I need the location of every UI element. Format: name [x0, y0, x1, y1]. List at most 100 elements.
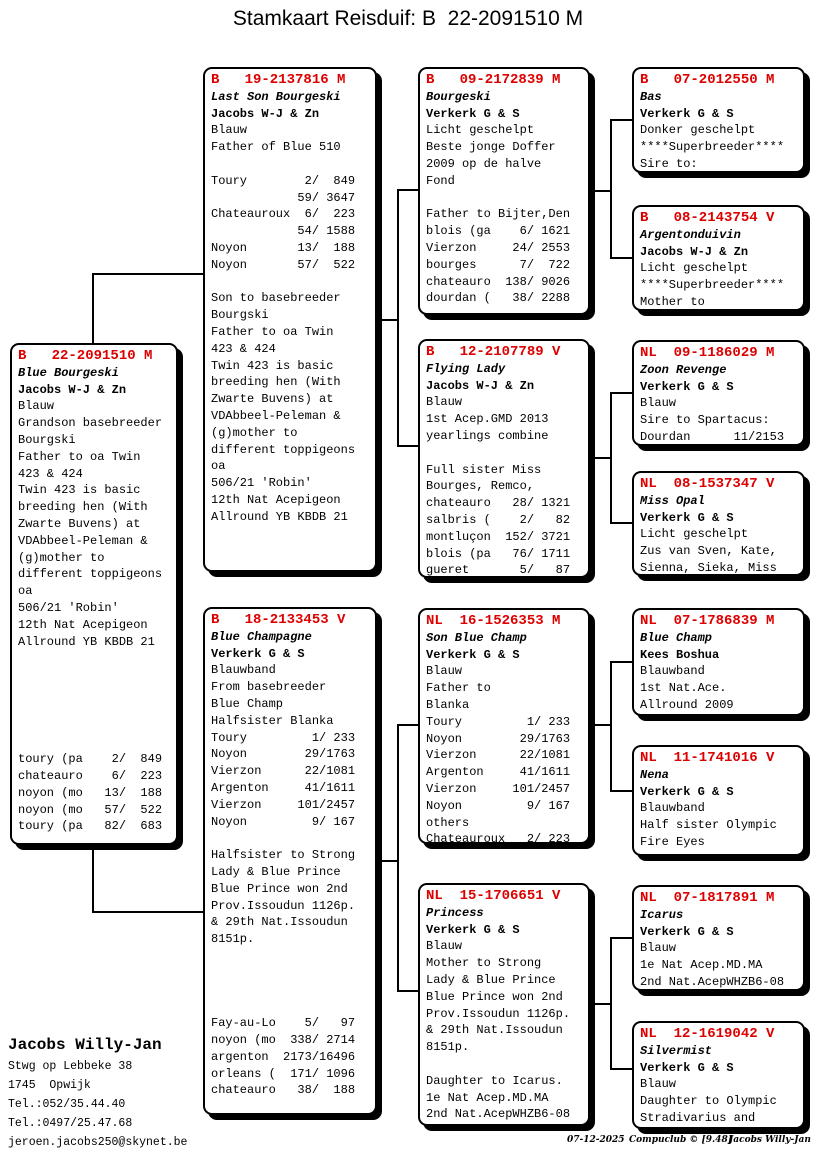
- connector-line: [397, 189, 418, 191]
- pigeon-name: Bas: [640, 89, 662, 104]
- pigeon-details: Donker geschelpt ****Superbreeder**** Si…: [640, 123, 785, 171]
- owner-name: Verkerk G & S: [640, 784, 734, 799]
- pigeon-details: Blauw Mother to Strong Lady & Blue Princ…: [426, 939, 571, 1122]
- ring-number: NL 11-1741016 V: [640, 750, 775, 766]
- owner-name: Jacobs W-J & Zn: [640, 244, 749, 259]
- ring-number: NL 07-1786839 M: [640, 613, 775, 629]
- pigeon-name: Blue Champagne: [211, 629, 312, 644]
- pigeon-name: Last Son Bourgeski: [211, 89, 341, 104]
- footer-date: 07-12-2025: [567, 1135, 625, 1145]
- ring-number: B 19-2137816 M: [211, 72, 346, 88]
- connector-line: [92, 911, 203, 913]
- pigeon-name: Blue Champ: [640, 630, 713, 645]
- owner-name: Verkerk G & S: [640, 510, 734, 525]
- pedigree-box-grandmother-paternal: B 12-2107789 V Flying Lady Jacobs W-J & …: [418, 339, 590, 578]
- owner-name: Jacobs W-J & Zn: [426, 378, 535, 393]
- pedigree-box-grandfather-maternal: NL 16-1526353 M Son Blue Champ Verkerk G…: [418, 608, 590, 844]
- footer-owner: Jacobs Willy-Jan: [729, 1135, 811, 1145]
- connector-line: [610, 119, 632, 121]
- connector-line: [92, 845, 94, 913]
- connector-line: [377, 319, 399, 321]
- ring-number: NL 08-1537347 V: [640, 476, 775, 492]
- connector-line: [610, 392, 612, 524]
- owner-name: Verkerk G & S: [640, 924, 734, 939]
- connector-line: [590, 457, 612, 459]
- owner-name: Jacobs W-J & Zn: [211, 106, 320, 121]
- pigeon-details: Licht geschelpt Beste jonge Doffer 2009 …: [426, 123, 571, 306]
- pedigree-box-ggp4: NL 08-1537347 V Miss Opal Verkerk G & S …: [632, 471, 805, 576]
- pigeon-details: Blauw Father to Blanka Toury 1/ 233 Noyo…: [426, 664, 571, 844]
- pigeon-name: Blue Bourgeski: [18, 365, 119, 380]
- pigeon-name: Princess: [426, 905, 484, 920]
- pigeon-details: Blauwband 1st Nat.Ace. Allround 2009: [640, 664, 734, 712]
- connector-line: [610, 119, 612, 259]
- pigeon-details: Blauw 1st Acep.GMD 2013 yearlings combin…: [426, 395, 571, 578]
- pigeon-details: Licht geschelpt ****Superbreeder**** Mot…: [640, 261, 785, 309]
- connector-line: [397, 724, 418, 726]
- connector-line: [610, 1068, 632, 1070]
- pedigree-box-grandfather-paternal: B 09-2172839 M Bourgeski Verkerk G & S L…: [418, 67, 590, 315]
- connector-line: [610, 392, 632, 394]
- connector-line: [610, 522, 632, 524]
- pigeon-details: Blauw Father of Blue 510 Toury 2/ 849 59…: [211, 123, 356, 524]
- ring-number: NL 16-1526353 M: [426, 613, 561, 629]
- pigeon-name: Silvermist: [640, 1043, 713, 1058]
- pedigree-box-grandmother-maternal: NL 15-1706651 V Princess Verkerk G & S B…: [418, 883, 590, 1126]
- connector-line: [590, 190, 612, 192]
- pigeon-details: Licht geschelpt Zus van Sven, Kate, Sien…: [640, 527, 777, 575]
- ring-number: NL 07-1817891 M: [640, 890, 775, 906]
- pigeon-details: Blauwband From basebreeder Blue Champ Ha…: [211, 663, 356, 1098]
- connector-line: [397, 445, 418, 447]
- pigeon-name: Flying Lady: [426, 361, 506, 376]
- pedigree-box-ggp3: NL 09-1186029 M Zoon Revenge Verkerk G &…: [632, 340, 805, 446]
- connector-line: [610, 937, 612, 1070]
- ring-number: NL 09-1186029 M: [640, 345, 775, 361]
- pigeon-details: Blauwband Half sister Olympic Fire Eyes: [640, 801, 777, 849]
- ring-number: NL 15-1706651 V: [426, 888, 561, 904]
- pedigree-box-ggp6: NL 11-1741016 V Nena Verkerk G & S Blauw…: [632, 745, 805, 856]
- connector-line: [610, 661, 612, 792]
- ring-number: B 09-2172839 M: [426, 72, 561, 88]
- connector-line: [610, 790, 632, 792]
- footer-program: Compuclub © [9.48]: [629, 1135, 732, 1145]
- pigeon-details: Blauw Daughter to Olympic Stradivarius a…: [640, 1077, 777, 1125]
- pedigree-box-ggp1: B 07-2012550 M Bas Verkerk G & S Donker …: [632, 67, 805, 173]
- connector-line: [610, 937, 632, 939]
- owner-name: Verkerk G & S: [211, 646, 305, 661]
- connector-line: [397, 990, 418, 992]
- connector-line: [397, 189, 399, 447]
- pedigree-box-subject: B 22-2091510 M Blue Bourgeski Jacobs W-J…: [10, 343, 178, 845]
- pigeon-name: Zoon Revenge: [640, 362, 727, 377]
- owner-name: Verkerk G & S: [640, 106, 734, 121]
- connector-line: [92, 273, 94, 345]
- connector-line: [377, 860, 399, 862]
- breeder-info: Jacobs Willy-Jan Stwg op Lebbeke 38 1745…: [8, 1033, 187, 1152]
- ring-number: B 12-2107789 V: [426, 344, 561, 360]
- connector-line: [590, 724, 612, 726]
- ring-number: B 22-2091510 M: [18, 348, 153, 364]
- pigeon-details: Blauw Grandson basebreeder Bourgski Fath…: [18, 399, 163, 834]
- pedigree-box-father: B 19-2137816 M Last Son Bourgeski Jacobs…: [203, 67, 377, 572]
- pigeon-details: Blauw 1e Nat Acep.MD.MA 2nd Nat.AcepWHZB…: [640, 941, 785, 989]
- pigeon-name: Miss Opal: [640, 493, 705, 508]
- breeder-name: Jacobs Willy-Jan: [8, 1036, 162, 1054]
- pedigree-box-mother: B 18-2133453 V Blue Champagne Verkerk G …: [203, 607, 377, 1115]
- connector-line: [610, 661, 632, 663]
- ring-number: NL 12-1619042 V: [640, 1026, 775, 1042]
- owner-name: Verkerk G & S: [426, 922, 520, 937]
- pigeon-name: Son Blue Champ: [426, 630, 527, 645]
- pigeon-name: Bourgeski: [426, 89, 491, 104]
- connector-line: [590, 1003, 612, 1005]
- owner-name: Verkerk G & S: [426, 647, 520, 662]
- pedigree-box-ggp5: NL 07-1786839 M Blue Champ Kees Boshua B…: [632, 608, 805, 716]
- owner-name: Verkerk G & S: [640, 1060, 734, 1075]
- connector-line: [92, 273, 203, 275]
- ring-number: B 18-2133453 V: [211, 612, 346, 628]
- breeder-address: Stwg op Lebbeke 38 1745 Opwijk Tel.:052/…: [8, 1060, 188, 1149]
- owner-name: Verkerk G & S: [640, 379, 734, 394]
- pedigree-box-ggp8: NL 12-1619042 V Silvermist Verkerk G & S…: [632, 1021, 805, 1129]
- ring-number: B 08-2143754 V: [640, 210, 775, 226]
- connector-line: [610, 257, 632, 259]
- pigeon-details: Blauw Sire to Spartacus: Dourdan 11/2153: [640, 396, 785, 444]
